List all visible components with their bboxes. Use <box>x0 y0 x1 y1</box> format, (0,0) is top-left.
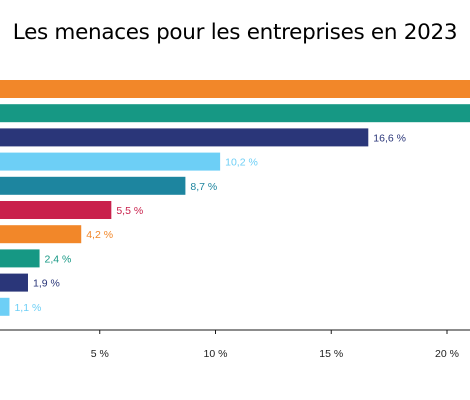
bar <box>0 128 369 147</box>
bar <box>0 80 470 98</box>
bar-value-label: 5,5 % <box>116 205 143 217</box>
bar-value-label: 1,1 % <box>14 302 41 314</box>
bar <box>0 273 28 292</box>
bar <box>0 104 470 123</box>
x-tick-label: 20 % <box>435 348 459 360</box>
x-tick-label: 10 % <box>204 348 228 360</box>
x-tick-label: 15 % <box>319 348 343 360</box>
x-tick-label: 5 % <box>91 348 109 360</box>
bar-value-label: 16,6 % <box>373 132 406 144</box>
bar <box>0 201 112 219</box>
bar-value-label: 8,7 % <box>190 181 217 193</box>
bar <box>0 176 186 195</box>
bar-value-label: 2,4 % <box>45 253 72 265</box>
chart-title: Les menaces pour les entreprises en 2023 <box>12 20 458 45</box>
bar <box>0 225 82 244</box>
bar-value-label: 10,2 % <box>225 157 258 169</box>
bar-value-label: 4,2 % <box>86 229 113 241</box>
bar <box>0 249 40 268</box>
bar-value-label: 1,9 % <box>33 278 60 290</box>
bar <box>0 152 221 171</box>
bar <box>0 297 10 316</box>
